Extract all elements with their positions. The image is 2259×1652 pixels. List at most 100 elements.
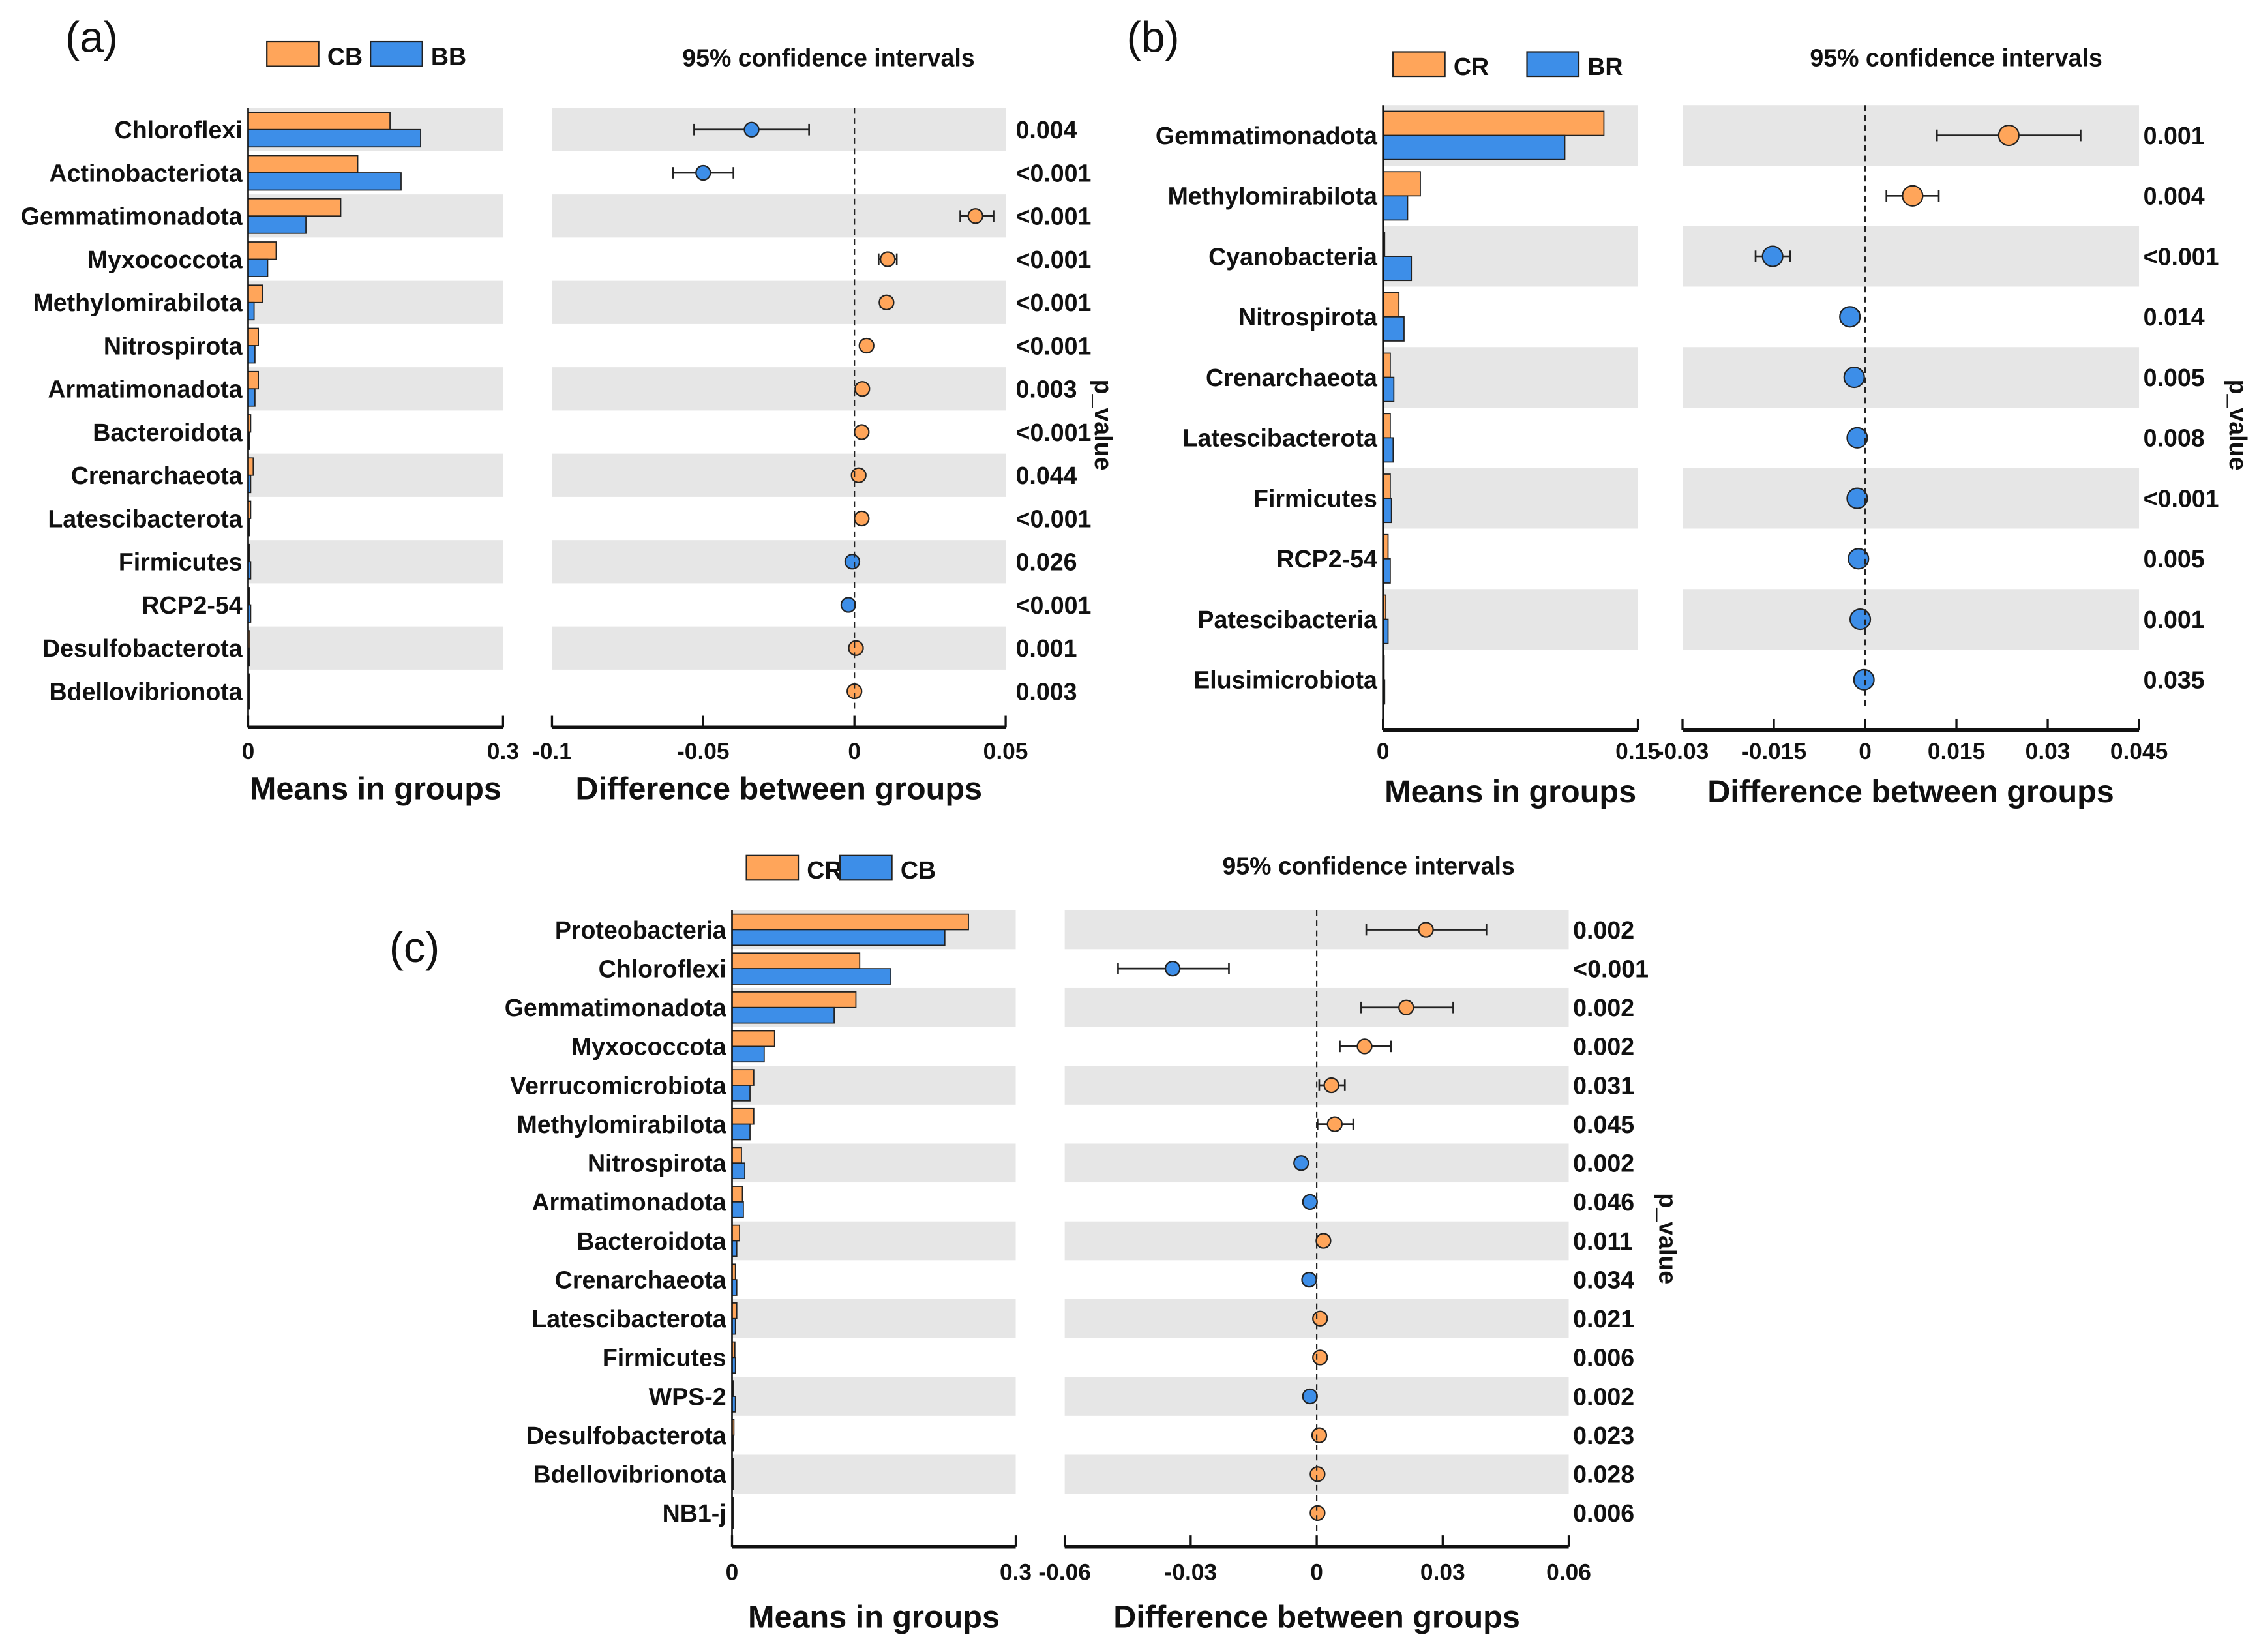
legend-swatch-BR [1526, 51, 1580, 78]
bar-BR [1382, 256, 1413, 282]
category-label: Latescibacterota [531, 1305, 726, 1332]
p-value-axis-label: p_value [2224, 380, 2252, 471]
legend-swatch-BB [370, 40, 423, 67]
bar-BB [247, 345, 256, 364]
p-value: 0.003 [1016, 376, 1077, 403]
means-axis-title: Means in groups [1384, 774, 1636, 809]
bar-BR [1382, 195, 1409, 221]
row-band [248, 367, 503, 411]
bar-CR [731, 1030, 775, 1047]
bar-CB [247, 155, 359, 173]
category-label: Crenarchaeota [1206, 364, 1378, 391]
diff-axis-title: Difference between groups [1707, 774, 2114, 809]
bar-BB [247, 172, 402, 191]
bar-CR [731, 952, 861, 970]
panel-c: (c) CR CB 95% confidence intervals Proteobac… [389, 852, 1682, 1634]
category-label: RCP2-54 [1276, 545, 1377, 573]
category-label: Gemmatimonadota [505, 994, 727, 1021]
category-label: Chloroflexi [599, 955, 726, 982]
p-value: 0.002 [1573, 1150, 1634, 1177]
diff-axis-title: Difference between groups [575, 772, 982, 807]
diff-tick-label: 0 [1310, 1560, 1323, 1585]
panel-label: (c) [389, 924, 440, 972]
diff-point [848, 640, 864, 656]
row-band [1683, 589, 2140, 650]
means-axis-title: Means in groups [250, 772, 501, 807]
diff-point [1302, 1194, 1318, 1210]
bar-CR [1382, 413, 1391, 439]
row-band [248, 280, 503, 324]
p-value: 0.001 [1016, 635, 1077, 662]
bar-BB [247, 128, 421, 148]
diff-point [1843, 367, 1865, 389]
p-value: 0.005 [2144, 364, 2205, 391]
means-tick-label: 0 [726, 1560, 739, 1585]
means-tick-label: 0.3 [487, 739, 519, 764]
diff-point [1315, 1233, 1332, 1249]
category-label: Armatimonadota [531, 1188, 726, 1216]
p-value: <0.001 [1016, 289, 1092, 316]
p-value: 0.006 [1573, 1344, 1634, 1372]
means-tick-label: 0.3 [1000, 1560, 1032, 1585]
row-band [732, 1377, 1016, 1416]
diff-tick-label: -0.06 [1038, 1560, 1091, 1585]
p-value: 0.031 [1573, 1072, 1634, 1099]
row-band [1683, 226, 2140, 287]
diff-tick-label: -0.05 [677, 739, 730, 764]
diff-tick-label: -0.1 [532, 739, 572, 764]
p-value: 0.004 [1016, 116, 1077, 143]
panel-label: (b) [1127, 14, 1180, 62]
p-value: <0.001 [1016, 505, 1092, 532]
category-label: NB1-j [663, 1499, 726, 1527]
row-band [732, 1299, 1016, 1338]
diff-tick-label: 0.045 [2110, 739, 2168, 764]
row-band [1383, 468, 1638, 529]
diff-point [1309, 1505, 1326, 1522]
category-label: Verrucomicrobiota [510, 1072, 727, 1099]
p-value: 0.002 [1573, 1033, 1634, 1060]
p-value: <0.001 [1016, 246, 1092, 273]
legend-label: CB [901, 856, 936, 884]
bar-CR [731, 1107, 755, 1125]
legend-swatch-CB [266, 40, 320, 67]
bar-CB [247, 241, 277, 260]
diff-point [1309, 1466, 1326, 1482]
diff-point [1293, 1155, 1309, 1171]
category-label: Firmicutes [603, 1344, 726, 1372]
category-label: RCP2-54 [142, 592, 242, 619]
bar-BB [247, 301, 255, 321]
diff-point [1165, 960, 1181, 977]
row-band [552, 367, 1006, 411]
category-label: Crenarchaeota [71, 462, 243, 489]
category-label: Methylomirabilota [1168, 183, 1378, 210]
bar-BR [1382, 134, 1566, 160]
bar-CB [731, 1045, 765, 1063]
p-value: 0.023 [1573, 1422, 1634, 1449]
category-label: Proteobacteria [555, 916, 727, 944]
bar-CB [247, 370, 259, 390]
bar-CR [731, 1224, 740, 1242]
bar-CR [1382, 473, 1391, 499]
category-label: Nitrospirota [588, 1150, 727, 1177]
row-band [552, 194, 1006, 238]
bar-BR [1382, 316, 1405, 342]
bar-CB [247, 112, 391, 130]
p-value: 0.021 [1573, 1305, 1634, 1332]
bar-CR [731, 1069, 755, 1086]
bar-CR [1382, 352, 1391, 378]
category-label: Cyanobacteria [1208, 243, 1378, 270]
bar-CR [1382, 292, 1400, 318]
ci-title: 95% confidence intervals [1222, 852, 1514, 879]
diff-tick-label: 0.06 [1546, 1560, 1591, 1585]
category-label: Crenarchaeota [555, 1266, 727, 1293]
p-value: 0.008 [2144, 425, 2205, 452]
bar-CB [731, 1085, 751, 1102]
bar-CB [731, 1123, 751, 1141]
category-label: Myxococcota [571, 1033, 727, 1060]
diff-point [1761, 245, 1784, 267]
category-label: Elusimicrobiota [1193, 667, 1378, 694]
legend-label: CR [1454, 53, 1489, 80]
legend-swatch-CR [1392, 51, 1446, 78]
category-label: Nitrospirota [104, 332, 243, 359]
bar-CB [247, 284, 263, 303]
